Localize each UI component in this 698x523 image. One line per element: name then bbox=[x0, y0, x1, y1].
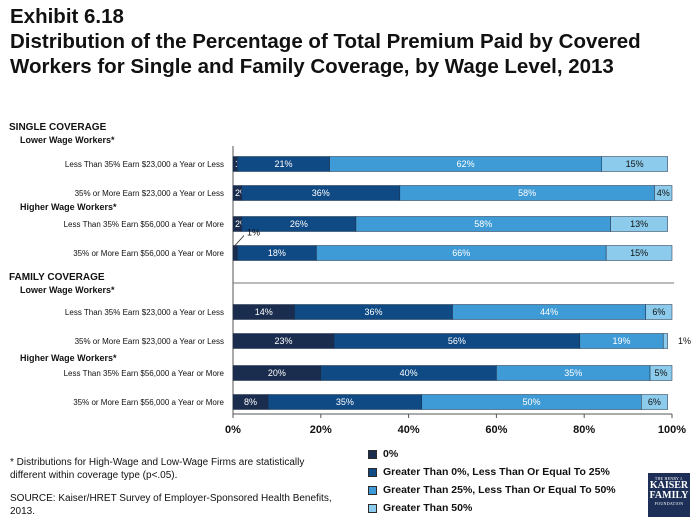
logo-line-1: THE HENRY J. bbox=[654, 476, 684, 481]
data-label: 35% bbox=[564, 368, 582, 378]
legend-swatch-zero bbox=[368, 449, 377, 459]
data-label: 1% bbox=[678, 336, 691, 346]
data-label: 13% bbox=[630, 219, 648, 229]
row-label: Less Than 35% Earn $23,000 a Year or Les… bbox=[65, 308, 224, 317]
legend: 0% Greater Than 0%, Less Than Or Equal T… bbox=[368, 445, 616, 517]
data-label: 40% bbox=[400, 368, 418, 378]
bar-segment bbox=[610, 216, 668, 232]
legend-label-0-25: Greater Than 0%, Less Than Or Equal To 2… bbox=[383, 466, 610, 478]
x-tick-label: 100% bbox=[658, 424, 686, 436]
data-label: 15% bbox=[626, 159, 644, 169]
x-tick-label: 0% bbox=[225, 424, 241, 436]
data-label: 6% bbox=[652, 307, 665, 317]
data-label: 18% bbox=[268, 248, 286, 258]
legend-swatch-25-50 bbox=[368, 485, 377, 495]
footnote: * Distributions for High-Wage and Low-Wa… bbox=[10, 457, 305, 481]
kaiser-logo: THE HENRY J. KAISER FAMILY FOUNDATION bbox=[648, 473, 690, 517]
subgroup-label: Higher Wage Workers* bbox=[20, 353, 117, 363]
logo-line-2: KAISER bbox=[649, 480, 689, 491]
data-label: 35% bbox=[336, 397, 354, 407]
legend-item-25-50: Greater Than 25%, Less Than Or Equal To … bbox=[368, 481, 616, 499]
data-label: 58% bbox=[518, 188, 536, 198]
row-label: 35% or More Earn $56,000 a Year or More bbox=[73, 249, 224, 258]
data-label: 5% bbox=[655, 368, 668, 378]
data-label-leader bbox=[234, 235, 245, 246]
row-label: 35% or More Earn $23,000 a Year or Less bbox=[75, 189, 224, 198]
chart-title-line-1: Distribution of the Percentage of Total … bbox=[10, 30, 641, 53]
bar-segment bbox=[605, 245, 673, 261]
x-tick-label: 80% bbox=[573, 424, 595, 436]
title-block: Exhibit 6.18 Distribution of the Percent… bbox=[10, 4, 690, 79]
legend-item-0-25: Greater Than 0%, Less Than Or Equal To 2… bbox=[368, 463, 616, 481]
exhibit-number: Exhibit 6.18 bbox=[10, 5, 124, 28]
data-label: 36% bbox=[312, 188, 330, 198]
data-label: 44% bbox=[540, 307, 558, 317]
subgroup-label: Lower Wage Workers* bbox=[20, 285, 115, 295]
data-label: 4% bbox=[657, 188, 670, 198]
data-label: 2% bbox=[235, 219, 248, 229]
x-tick-label: 20% bbox=[310, 424, 332, 436]
legend-swatch-over-50 bbox=[368, 503, 377, 513]
bar-segment bbox=[641, 394, 668, 410]
subgroup-label: Higher Wage Workers* bbox=[20, 202, 117, 212]
data-label: 56% bbox=[448, 336, 466, 346]
legend-item-over-50: Greater Than 50% bbox=[368, 499, 616, 517]
data-label: 66% bbox=[452, 248, 470, 258]
logo-line-4: FOUNDATION bbox=[654, 501, 684, 506]
legend-swatch-0-25 bbox=[368, 467, 377, 477]
x-tick-label: 60% bbox=[485, 424, 507, 436]
data-label: 8% bbox=[244, 397, 257, 407]
row-label: Less Than 35% Earn $56,000 a Year or Mor… bbox=[64, 369, 225, 378]
bar-segment bbox=[232, 245, 238, 261]
bar-segment bbox=[662, 333, 668, 349]
source-note: SOURCE: Kaiser/HRET Survey of Employer-S… bbox=[10, 493, 332, 517]
data-label: 19% bbox=[613, 336, 631, 346]
bar-segment bbox=[645, 304, 673, 320]
data-label: 2% bbox=[235, 188, 248, 198]
data-label: 6% bbox=[648, 397, 661, 407]
data-label: 21% bbox=[274, 159, 292, 169]
bar-segment bbox=[601, 156, 668, 172]
chart-title-line-2: Workers for Single and Family Coverage, … bbox=[10, 55, 614, 78]
bar-segment bbox=[654, 185, 673, 201]
data-label: 23% bbox=[274, 336, 292, 346]
subgroup-label: Lower Wage Workers* bbox=[20, 135, 115, 145]
data-label: 20% bbox=[268, 368, 286, 378]
logo-line-3: FAMILY bbox=[649, 490, 689, 501]
data-label: 62% bbox=[457, 159, 475, 169]
legend-label-25-50: Greater Than 25%, Less Than Or Equal To … bbox=[383, 484, 616, 496]
data-label: 58% bbox=[474, 219, 492, 229]
data-label: 14% bbox=[255, 307, 273, 317]
data-label: 15% bbox=[630, 248, 648, 258]
bar-segment bbox=[649, 365, 673, 381]
data-label: 50% bbox=[523, 397, 541, 407]
row-label: Less Than 35% Earn $56,000 a Year or Mor… bbox=[64, 220, 225, 229]
legend-item-zero: 0% bbox=[368, 445, 616, 463]
data-label: 36% bbox=[364, 307, 382, 317]
data-label: 1% bbox=[247, 228, 260, 238]
group-label: FAMILY COVERAGE bbox=[9, 272, 105, 283]
row-label: 35% or More Earn $56,000 a Year or More bbox=[73, 398, 224, 407]
row-label: Less Than 35% Earn $23,000 a Year or Les… bbox=[65, 160, 224, 169]
legend-label-over-50: Greater Than 50% bbox=[383, 502, 473, 514]
row-label: 35% or More Earn $23,000 a Year or Less bbox=[75, 337, 224, 346]
legend-label-zero: 0% bbox=[383, 448, 399, 460]
group-label: SINGLE COVERAGE bbox=[9, 122, 107, 133]
data-label: 26% bbox=[290, 219, 308, 229]
x-tick-label: 40% bbox=[398, 424, 420, 436]
